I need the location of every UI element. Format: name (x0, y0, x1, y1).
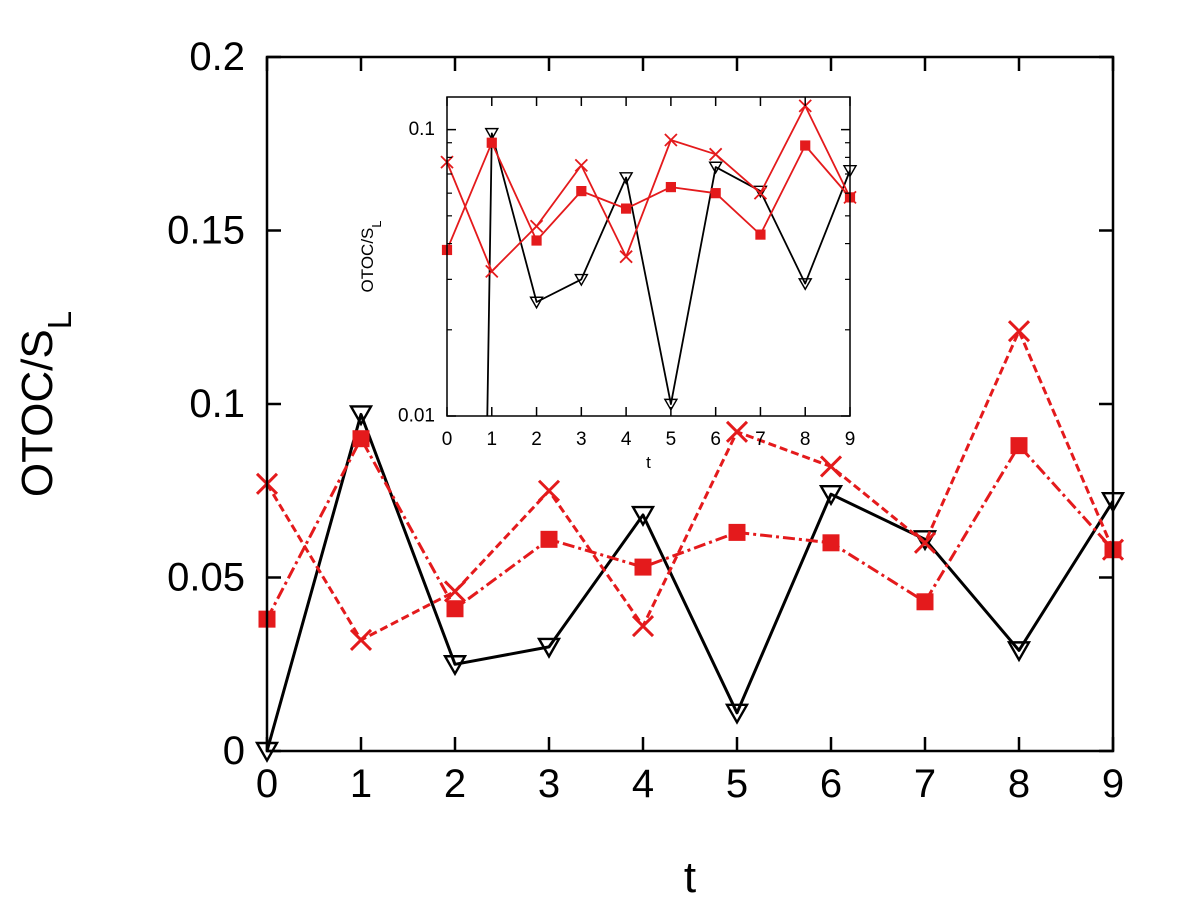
main-y-tick-label: 0.05 (167, 556, 245, 600)
main-x-axis-label: t (684, 853, 696, 902)
main-y-axis-label-main: OTOC/S (13, 329, 62, 497)
inset-series-triangle-down-point (663, 398, 679, 412)
main-series-x-point (537, 479, 561, 502)
main-series-x-point (913, 531, 937, 554)
inset-y-tick-label: 0.01 (398, 406, 435, 427)
main-y-tick-label: 0.15 (167, 209, 245, 253)
main-series-x-point (725, 420, 749, 443)
inset-x-tick-label: 5 (666, 429, 677, 450)
inset-x-tick-label: 8 (800, 429, 811, 450)
inset-series-square-point (665, 181, 676, 193)
main-y-axis-label-sub: L (41, 311, 78, 329)
main-series-triangle-down-point (630, 505, 656, 527)
main-x-tick-label: 3 (538, 762, 560, 806)
main-series-triangle-down-point (818, 485, 844, 507)
inset-x-tick-label: 4 (621, 429, 632, 450)
inset-series-square-point (710, 188, 721, 199)
main-series-x-point (1007, 320, 1031, 343)
main-series-square-point (540, 530, 558, 548)
main-x-tick-label: 5 (726, 762, 748, 806)
main-x-tick-label: 9 (1102, 762, 1124, 806)
main-series-x-point (631, 615, 655, 638)
main-series-x-point (349, 628, 373, 652)
main-series-square-point (446, 600, 464, 618)
inset-plot: 0 1 2 3 4 5 6 7 8 9 0.01 0.1 t OTOC/SL (358, 96, 858, 472)
inset-series-x-point (619, 250, 633, 264)
inset-y-axis-label-main: OTOC/S (358, 228, 377, 293)
inset-series-triangle-down-point (708, 161, 723, 175)
inset-x-tick-label: 1 (486, 429, 497, 450)
main-x-tick-label: 7 (914, 762, 936, 806)
inset-series-x-point (664, 133, 678, 147)
inset-series-square-point (576, 186, 587, 197)
inset-plot-frame (446, 96, 851, 417)
main-series-square-point (728, 523, 746, 541)
inset-series-triangle-down-line (486, 132, 851, 417)
inset-series-square-point (531, 235, 542, 246)
main-series-triangle-down-point (1006, 641, 1032, 663)
main-x-tick-label: 1 (350, 762, 372, 806)
main-series-square-point (916, 593, 934, 611)
main-series-triangle-down-point (536, 637, 562, 659)
inset-series-square-line (446, 141, 851, 251)
main-x-tick-label: 8 (1008, 762, 1030, 806)
main-y-axis-label: OTOC/SL (13, 311, 78, 497)
inset-x-tick-label: 9 (845, 429, 856, 450)
inset-x-tick-label: 6 (710, 429, 721, 450)
main-series-square-point (1010, 437, 1028, 455)
inset-y-axis-label-sub: L (369, 221, 384, 228)
main-x-tick-label: 0 (256, 762, 278, 806)
main-series-x-point (819, 455, 843, 478)
inset-series-triangle-down-point (574, 273, 589, 287)
main-y-tick-label: 0.2 (189, 35, 245, 79)
inset-x-tick-label: 2 (531, 429, 542, 450)
main-series-triangle-down-point (348, 405, 374, 427)
inset-x-tick-label: 7 (755, 429, 766, 450)
inset-series-x-point (709, 147, 723, 161)
inset-series-x-point (574, 158, 588, 173)
main-y-tick-label: 0 (223, 729, 245, 773)
main-x-tick-label: 6 (820, 762, 842, 806)
inset-series-square-point (486, 137, 497, 148)
main-series-square-point (634, 558, 652, 576)
main-series-square-line (265, 437, 1115, 620)
inset-series-triangle-down-point (618, 172, 634, 185)
inset-y-axis-label: OTOC/SL (358, 221, 384, 293)
main-series-square-point (352, 430, 370, 448)
main-x-tick-label: 4 (632, 762, 654, 806)
inset-x-tick-label: 3 (576, 429, 587, 450)
inset-series-triangle-down-point (797, 278, 813, 291)
inset-series-square-point (755, 229, 766, 240)
inset-series-square-point (800, 140, 811, 151)
inset-series-square-point (621, 203, 632, 214)
main-series-triangle-down-point (724, 703, 750, 725)
main-series-x-line (265, 329, 1115, 642)
inset-x-tick-label: 0 (442, 429, 453, 450)
inset-series-x-point (753, 186, 768, 200)
main-series-triangle-down-line (265, 412, 1115, 752)
inset-series-triangle-down-point (484, 127, 500, 141)
main-x-tick-label: 2 (444, 762, 466, 806)
inset-y-tick-label: 0.1 (409, 119, 435, 140)
main-series-square-point (822, 534, 840, 552)
inset-x-axis-label: t (646, 453, 651, 472)
main-series-triangle-down-point (442, 655, 468, 677)
main-y-tick-label: 0.1 (189, 382, 245, 426)
inset-series-x-point (485, 264, 499, 278)
inset-series-triangle-down-point (529, 296, 544, 310)
